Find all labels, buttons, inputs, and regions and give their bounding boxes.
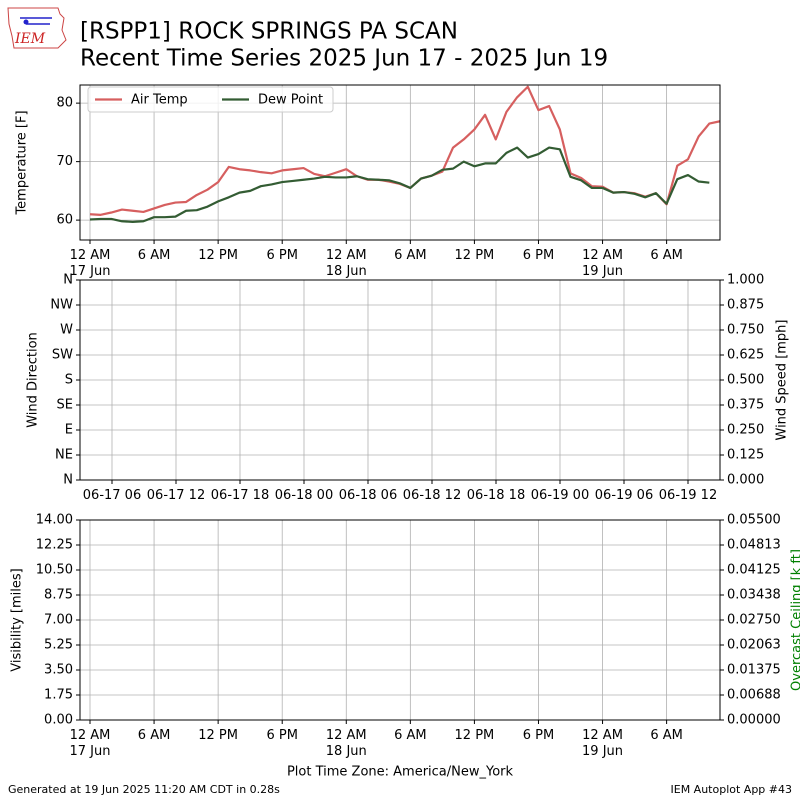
y2-tick-label: 0.04813 xyxy=(727,538,781,553)
y2-tick-label: 0.250 xyxy=(727,423,764,438)
y2-tick-label: 0.05500 xyxy=(727,513,781,528)
x-tick-label: 6 PM xyxy=(522,248,555,263)
y2-tick-label: 0.04125 xyxy=(727,563,781,578)
y-tick-label: 80 xyxy=(56,96,73,111)
logo: IEM xyxy=(7,7,67,49)
x-tick-label: 06-17 06 xyxy=(82,488,142,503)
x-tick-label: 12 PM xyxy=(198,728,238,743)
x-tick-label: 06-18 18 xyxy=(466,488,526,503)
y2-tick-label: 1.000 xyxy=(727,273,764,288)
footer-right: IEM Autoplot App #43 xyxy=(671,783,793,796)
footer-left: Generated at 19 Jun 2025 11:20 AM CDT in… xyxy=(8,783,280,796)
x-tick-label: 06-19 12 xyxy=(658,488,718,503)
y-axis-label: Temperature [F] xyxy=(15,110,30,215)
legend-label: Dew Point xyxy=(258,93,323,108)
subtitle: Recent Time Series 2025 Jun 17 - 2025 Ju… xyxy=(80,46,608,72)
x-axis-label: Plot Time Zone: America/New_York xyxy=(287,765,514,780)
x-tick-label: 6 AM xyxy=(394,248,427,263)
y-tick-label: E xyxy=(65,423,73,438)
y2-tick-label: 0.03438 xyxy=(727,588,781,603)
y2-tick-label: 0.01375 xyxy=(727,663,781,678)
y2-tick-label: 0.875 xyxy=(727,298,764,313)
y-tick-label: 10.50 xyxy=(36,563,73,578)
y-tick-label: 5.25 xyxy=(44,638,73,653)
y-tick-label: 3.50 xyxy=(44,663,73,678)
y-tick-label: 14.00 xyxy=(36,513,73,528)
plot-frame xyxy=(79,519,721,721)
x-tick-label: 12 AM 17 Jun xyxy=(69,248,111,279)
series-line xyxy=(89,146,710,223)
legend-label: Air Temp xyxy=(131,93,188,108)
logo-dot xyxy=(23,19,29,25)
y-tick-label: 70 xyxy=(56,154,73,169)
y-axis-label: Wind Direction xyxy=(26,332,41,428)
x-tick-label: 6 AM xyxy=(137,728,171,743)
y2-tick-label: 0.500 xyxy=(727,373,764,388)
x-tick-label: 6 AM xyxy=(394,728,427,743)
y2-tick-label: 0.02750 xyxy=(727,613,781,628)
y2-axis-label: Wind Speed [mph] xyxy=(775,320,790,441)
y-tick-label: S xyxy=(65,373,73,388)
y-tick-label: W xyxy=(60,323,73,338)
y-tick-label: SW xyxy=(52,348,73,363)
x-tick-label: 06-19 00 xyxy=(530,488,590,503)
title: [RSPP1] ROCK SPRINGS PA SCAN xyxy=(80,19,458,45)
y2-tick-label: 0.02063 xyxy=(727,638,781,653)
x-tick-label: 12 AM 18 Jun xyxy=(325,728,367,759)
x-tick-label: 12 AM 17 Jun xyxy=(69,728,111,759)
x-tick-label: 06-18 12 xyxy=(402,488,462,503)
x-tick-label: 12 AM 18 Jun xyxy=(325,248,367,279)
y-tick-label: SE xyxy=(57,398,73,413)
x-tick-label: 6 PM xyxy=(266,728,298,743)
y-tick-label: 60 xyxy=(56,213,73,228)
x-tick-label: 6 AM xyxy=(137,248,171,263)
y-tick-label: N xyxy=(63,273,73,288)
y2-tick-label: 0.375 xyxy=(727,398,764,413)
x-tick-label: 6 AM xyxy=(650,728,683,743)
y-tick-label: 12.25 xyxy=(36,538,73,553)
x-tick-label: 06-18 06 xyxy=(338,488,398,503)
y-tick-label: 8.75 xyxy=(44,588,73,603)
y-tick-label: NW xyxy=(50,298,73,313)
y-tick-label: 0.00 xyxy=(44,713,73,728)
legend-box xyxy=(87,86,334,113)
x-tick-label: 12 AM 19 Jun xyxy=(582,248,624,279)
y-axis-label: Visibility [miles] xyxy=(10,568,25,671)
x-tick-label: 06-17 12 xyxy=(146,488,206,503)
y2-tick-label: 0.125 xyxy=(727,448,764,463)
plot-frame xyxy=(79,279,721,481)
y-tick-label: N xyxy=(63,473,73,488)
x-tick-label: 12 PM xyxy=(198,248,238,263)
y2-axis-label: Overcast Ceiling [k ft] xyxy=(790,549,800,691)
x-tick-label: 12 PM xyxy=(454,248,495,263)
y2-tick-label: 0.750 xyxy=(727,323,764,338)
y-tick-label: 1.75 xyxy=(44,688,73,703)
x-tick-label: 06-18 00 xyxy=(274,488,334,503)
y2-tick-label: 0.625 xyxy=(727,348,764,363)
y-tick-label: NE xyxy=(55,448,73,463)
x-tick-label: 12 PM xyxy=(454,728,495,743)
y-tick-label: 7.00 xyxy=(44,613,73,628)
x-tick-label: 6 AM xyxy=(650,248,683,263)
plot-frame xyxy=(79,84,721,241)
x-tick-label: 12 AM 19 Jun xyxy=(582,728,624,759)
y2-tick-label: 0.00688 xyxy=(727,688,781,703)
y2-tick-label: 0.00000 xyxy=(727,713,781,728)
x-tick-label: 6 PM xyxy=(522,728,555,743)
x-tick-label: 6 PM xyxy=(266,248,298,263)
logo-text: IEM xyxy=(14,31,46,47)
y2-tick-label: 0.000 xyxy=(727,473,764,488)
x-tick-label: 06-19 06 xyxy=(594,488,654,503)
x-tick-label: 06-17 18 xyxy=(210,488,270,503)
